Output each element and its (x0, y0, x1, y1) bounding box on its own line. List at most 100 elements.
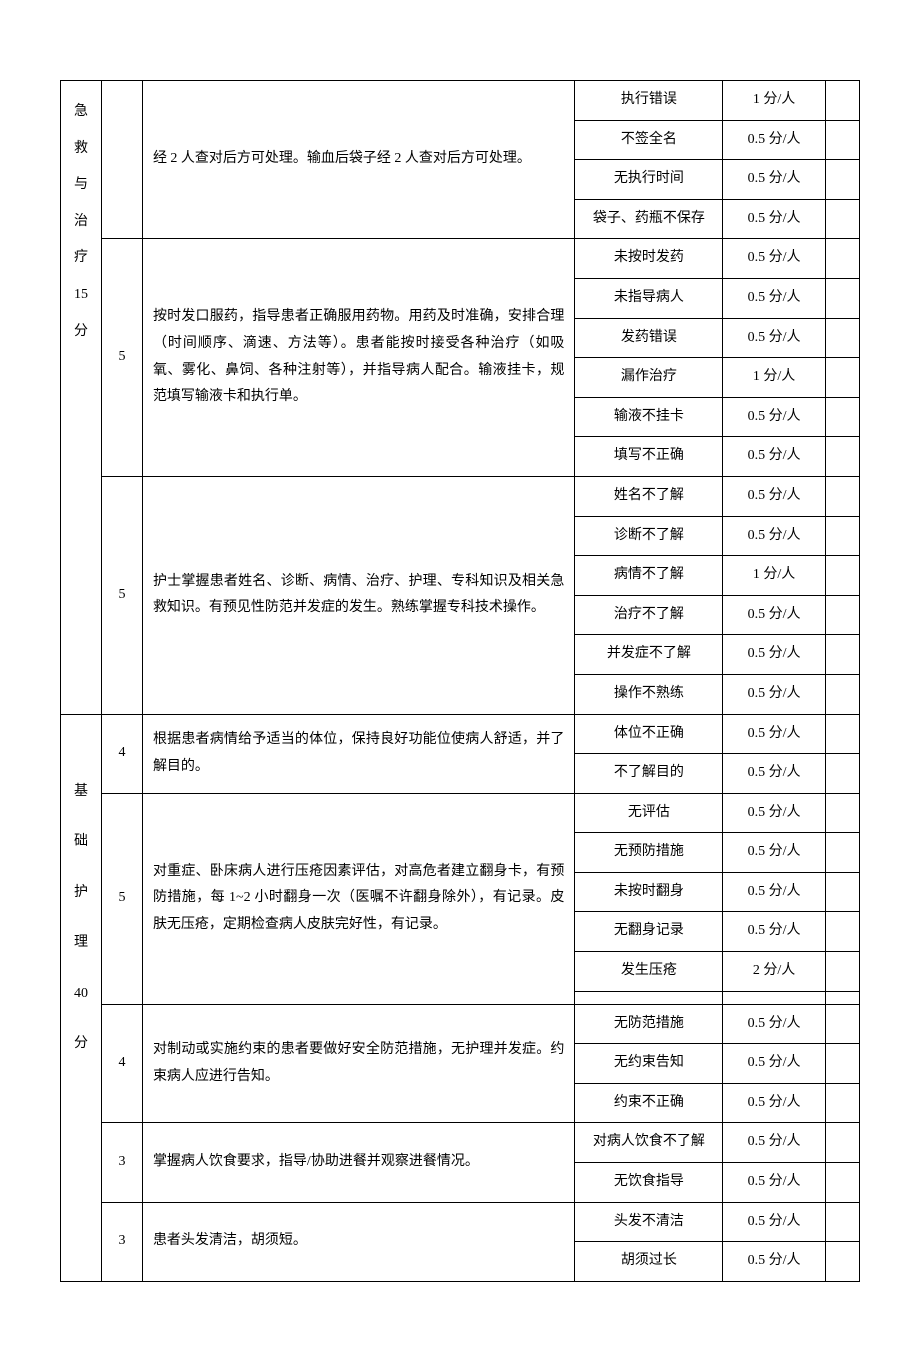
deduct-cell: 0.5 分/人 (723, 1163, 825, 1203)
issue-cell: 操作不熟练 (575, 674, 723, 714)
issue-cell: 对病人饮食不了解 (575, 1123, 723, 1163)
blank-cell (825, 1083, 859, 1123)
issue-cell: 病情不了解 (575, 556, 723, 596)
blank-cell (825, 1242, 859, 1282)
deduct-cell: 0.5 分/人 (723, 674, 825, 714)
deduct-cell: 0.5 分/人 (723, 833, 825, 873)
deduct-cell: 0.5 分/人 (723, 1123, 825, 1163)
issue-cell: 填写不正确 (575, 437, 723, 477)
issue-cell: 无饮食指导 (575, 1163, 723, 1203)
issue-cell (575, 991, 723, 1004)
deduct-cell: 0.5 分/人 (723, 1202, 825, 1242)
desc-cell: 根据患者病情给予适当的体位，保持良好功能位使病人舒适，并了解目的。 (142, 714, 575, 793)
deduct-cell: 0.5 分/人 (723, 199, 825, 239)
blank-cell (825, 872, 859, 912)
table-row: 急 救 与 治 疗 15 分 经 2 人查对后方可处理。输血后袋子经 2 人查对… (61, 81, 860, 121)
blank-cell (825, 1004, 859, 1044)
category-char: 分 (65, 1031, 97, 1058)
issue-cell: 执行错误 (575, 81, 723, 121)
desc-cell: 按时发口服药，指导患者正确服用药物。用药及时准确，安排合理（时间顺序、滴速、方法… (142, 239, 575, 477)
deduct-cell: 0.5 分/人 (723, 912, 825, 952)
score-cell: 3 (101, 1123, 142, 1202)
deduct-cell: 0.5 分/人 (723, 1004, 825, 1044)
category-char: 础 (65, 829, 97, 856)
issue-cell: 姓名不了解 (575, 476, 723, 516)
category-char: 分 (65, 319, 97, 346)
blank-cell (825, 1202, 859, 1242)
category-char: 疗 (65, 245, 97, 272)
category-char: 基 (65, 779, 97, 806)
deduct-cell (723, 991, 825, 1004)
blank-cell (825, 556, 859, 596)
deduct-cell: 0.5 分/人 (723, 872, 825, 912)
issue-cell: 无执行时间 (575, 160, 723, 200)
issue-cell: 不了解目的 (575, 754, 723, 794)
blank-cell (825, 1163, 859, 1203)
blank-cell (825, 1044, 859, 1084)
blank-cell (825, 437, 859, 477)
blank-cell (825, 912, 859, 952)
issue-cell: 未指导病人 (575, 278, 723, 318)
blank-cell (825, 793, 859, 833)
table-row: 5 按时发口服药，指导患者正确服用药物。用药及时准确，安排合理（时间顺序、滴速、… (61, 239, 860, 279)
deduct-cell: 0.5 分/人 (723, 160, 825, 200)
issue-cell: 约束不正确 (575, 1083, 723, 1123)
blank-cell (825, 635, 859, 675)
issue-cell: 并发症不了解 (575, 635, 723, 675)
desc-cell: 掌握病人饮食要求，指导/协助进餐并观察进餐情况。 (142, 1123, 575, 1202)
blank-cell (825, 833, 859, 873)
blank-cell (825, 358, 859, 398)
blank-cell (825, 1123, 859, 1163)
deduct-cell: 0.5 分/人 (723, 595, 825, 635)
blank-cell (825, 516, 859, 556)
deduct-cell: 0.5 分/人 (723, 516, 825, 556)
desc-cell: 对制动或实施约束的患者要做好安全防范措施，无护理并发症。约束病人应进行告知。 (142, 1004, 575, 1123)
issue-cell: 治疗不了解 (575, 595, 723, 635)
issue-cell: 未按时发药 (575, 239, 723, 279)
desc-cell: 对重症、卧床病人进行压疮因素评估，对高危者建立翻身卡，有预防措施，每 1~2 小… (142, 793, 575, 1004)
score-cell: 4 (101, 714, 142, 793)
score-cell: 5 (101, 476, 142, 714)
category-char: 护 (65, 880, 97, 907)
deduct-cell: 0.5 分/人 (723, 278, 825, 318)
desc-cell: 患者头发清洁，胡须短。 (142, 1202, 575, 1281)
deduct-cell: 0.5 分/人 (723, 239, 825, 279)
category-cell: 急 救 与 治 疗 15 分 (61, 81, 102, 715)
blank-cell (825, 160, 859, 200)
table-row: 3 掌握病人饮食要求，指导/协助进餐并观察进餐情况。 对病人饮食不了解 0.5 … (61, 1123, 860, 1163)
issue-cell: 漏作治疗 (575, 358, 723, 398)
blank-cell (825, 199, 859, 239)
blank-cell (825, 952, 859, 992)
blank-cell (825, 278, 859, 318)
blank-cell (825, 120, 859, 160)
table-row: 5 对重症、卧床病人进行压疮因素评估，对高危者建立翻身卡，有预防措施，每 1~2… (61, 793, 860, 833)
issue-cell: 无防范措施 (575, 1004, 723, 1044)
deduct-cell: 0.5 分/人 (723, 1044, 825, 1084)
issue-cell: 未按时翻身 (575, 872, 723, 912)
deduct-cell: 0.5 分/人 (723, 476, 825, 516)
blank-cell (825, 595, 859, 635)
category-cell: 基 础 护 理 40 分 (61, 714, 102, 1281)
deduct-cell: 1 分/人 (723, 358, 825, 398)
category-char: 40 (65, 981, 97, 1008)
deduct-cell: 0.5 分/人 (723, 397, 825, 437)
category-char: 治 (65, 209, 97, 236)
category-char: 救 (65, 136, 97, 163)
desc-cell: 经 2 人查对后方可处理。输血后袋子经 2 人查对后方可处理。 (142, 81, 575, 239)
blank-cell (825, 674, 859, 714)
table-row: 4 对制动或实施约束的患者要做好安全防范措施，无护理并发症。约束病人应进行告知。… (61, 1004, 860, 1044)
issue-cell: 输液不挂卡 (575, 397, 723, 437)
table-row: 5 护士掌握患者姓名、诊断、病情、治疗、护理、专科知识及相关急救知识。有预见性防… (61, 476, 860, 516)
blank-cell (825, 81, 859, 121)
deduct-cell: 1 分/人 (723, 556, 825, 596)
evaluation-table: 急 救 与 治 疗 15 分 经 2 人查对后方可处理。输血后袋子经 2 人查对… (60, 80, 860, 1282)
issue-cell: 袋子、药瓶不保存 (575, 199, 723, 239)
deduct-cell: 0.5 分/人 (723, 318, 825, 358)
deduct-cell: 0.5 分/人 (723, 437, 825, 477)
issue-cell: 无翻身记录 (575, 912, 723, 952)
issue-cell: 无预防措施 (575, 833, 723, 873)
table-row: 3 患者头发清洁，胡须短。 头发不清洁 0.5 分/人 (61, 1202, 860, 1242)
score-cell: 3 (101, 1202, 142, 1281)
deduct-cell: 0.5 分/人 (723, 635, 825, 675)
deduct-cell: 1 分/人 (723, 81, 825, 121)
